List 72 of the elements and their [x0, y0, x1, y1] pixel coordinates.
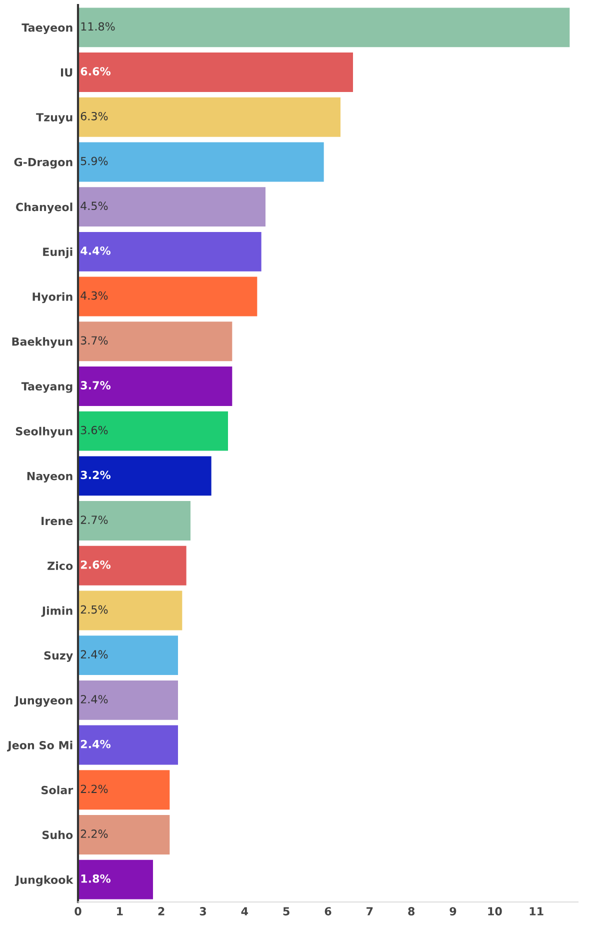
data-label: 4.3% — [80, 291, 108, 300]
bar — [78, 411, 228, 451]
data-label: 6.3% — [80, 112, 108, 120]
x-tick-label: 9 — [450, 907, 456, 916]
y-tick-label: G-Dragon — [14, 158, 72, 169]
y-tick-label: Jungyeon — [14, 696, 72, 707]
bar — [78, 770, 170, 810]
x-tick-label: 3 — [200, 907, 206, 916]
data-label: 4.5% — [80, 202, 108, 210]
data-label: 2.5% — [80, 605, 108, 614]
y-tick-label: Solar — [42, 786, 74, 794]
y-tick-label: Eunji — [43, 247, 72, 258]
y-tick-label: IU — [61, 68, 72, 77]
y-tick-label: Jeon So Mi — [7, 740, 72, 752]
y-tick-label: Jimin — [41, 606, 72, 617]
data-label: 3.6% — [80, 426, 108, 434]
data-label: 2.6% — [80, 560, 111, 569]
y-tick-label: Jungkook — [14, 875, 74, 886]
x-tick-label: 2 — [158, 907, 164, 916]
data-label: 2.2% — [80, 830, 108, 838]
x-tick-label: 6 — [324, 907, 332, 916]
data-label: 2.4% — [80, 694, 108, 704]
data-label: 4.4% — [80, 246, 111, 255]
x-tick-label: 8 — [408, 907, 415, 916]
data-label: 5.9% — [80, 156, 108, 166]
data-label: 2.4% — [80, 740, 111, 748]
x-tick-label: 5 — [283, 907, 290, 916]
y-tick-label: Tzuyu — [36, 113, 72, 124]
y-tick-label: Nayeon — [27, 472, 72, 482]
data-label: 3.7% — [80, 336, 108, 345]
bar — [78, 725, 178, 765]
y-tick-label: Suho — [42, 830, 73, 840]
bar — [78, 680, 178, 720]
x-tick-label: 4 — [241, 907, 248, 916]
bar — [78, 590, 182, 630]
bar — [78, 636, 178, 676]
y-tick-label: Baekhyun — [12, 337, 72, 348]
y-tick-label: Irene — [42, 516, 73, 526]
bar — [78, 501, 190, 541]
bar — [78, 366, 232, 406]
y-tick-label: Seolhyun — [16, 426, 72, 438]
data-label: 6.6% — [80, 67, 111, 76]
data-label: 1.8% — [81, 874, 111, 883]
x-tick-label: 7 — [366, 907, 373, 916]
data-label: 2.2% — [80, 784, 108, 794]
data-label: 3.7% — [80, 381, 111, 390]
y-tick-label: Zico — [48, 561, 73, 570]
bar — [78, 142, 324, 182]
data-label: 2.7% — [80, 516, 108, 524]
x-tick-label: 0 — [74, 907, 82, 916]
bar — [78, 97, 340, 137]
bar — [78, 322, 232, 362]
x-tick-label: 1 — [117, 907, 123, 916]
y-tick-label: Hyorin — [32, 292, 72, 304]
data-label: 11.8% — [81, 22, 115, 31]
data-label: 3.2% — [80, 470, 111, 480]
bar — [78, 456, 212, 496]
bar — [78, 814, 170, 854]
y-tick-label: Taeyang — [21, 382, 72, 393]
y-tick-label: Taeyeon — [22, 24, 72, 34]
y-tick-label: Chanyeol — [16, 202, 72, 214]
bar — [78, 860, 153, 900]
x-tick-label: 10 — [488, 907, 502, 916]
data-label: 2.4% — [80, 650, 108, 659]
bar — [78, 546, 186, 586]
bar — [78, 52, 353, 92]
bar — [78, 276, 258, 316]
bar — [78, 232, 262, 272]
x-tick-label: 11 — [530, 907, 544, 916]
bar — [78, 187, 266, 227]
bar — [78, 8, 570, 48]
y-tick-label: Suzy — [44, 651, 73, 662]
